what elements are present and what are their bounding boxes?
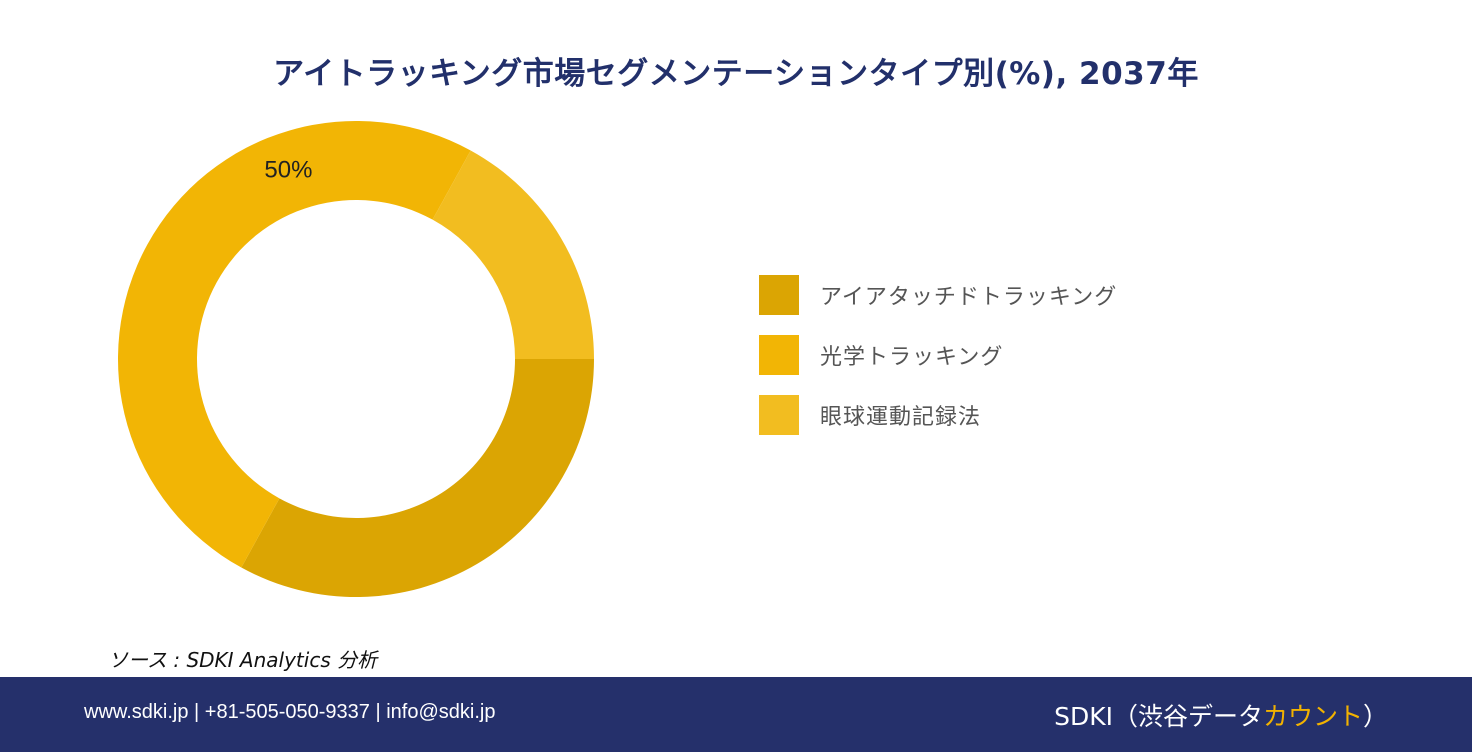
donut-slice	[118, 120, 471, 568]
donut-chart-svg: 50%	[118, 120, 594, 598]
legend-item: 眼球運動記録法	[759, 395, 1117, 435]
chart-legend: アイアタッチドトラッキング 光学トラッキング 眼球運動記録法	[759, 275, 1117, 455]
brand-prefix: SDKI（渋谷データ	[1054, 702, 1263, 731]
legend-swatch	[759, 395, 799, 435]
donut-slice	[432, 150, 594, 359]
legend-item: アイアタッチドトラッキング	[759, 275, 1117, 315]
footer-brand: SDKI（渋谷データカウント）	[1054, 697, 1388, 733]
legend-label: 光学トラッキング	[820, 345, 1004, 370]
legend-item: 光学トラッキング	[759, 335, 1117, 375]
brand-suffix: ）	[1362, 702, 1388, 731]
source-note: ソース : SDKI Analytics 分析	[108, 648, 378, 672]
data-label: 50%	[264, 157, 312, 184]
chart-title: アイトラッキング市場セグメンテーションタイプ別(%), 2037年	[273, 56, 1199, 92]
brand-accent: カウント	[1262, 702, 1363, 731]
legend-label: アイアタッチドトラッキング	[820, 285, 1118, 310]
donut-chart: 50%	[100, 100, 620, 620]
legend-label: 眼球運動記録法	[820, 405, 982, 430]
donut-slice	[241, 359, 594, 598]
footer-bar: www.sdki.jp | +81-505-050-9337 | info@sd…	[0, 677, 1472, 752]
legend-swatch	[759, 335, 799, 375]
legend-swatch	[759, 275, 799, 315]
footer-contact: www.sdki.jp | +81-505-050-9337 | info@sd…	[84, 701, 496, 723]
